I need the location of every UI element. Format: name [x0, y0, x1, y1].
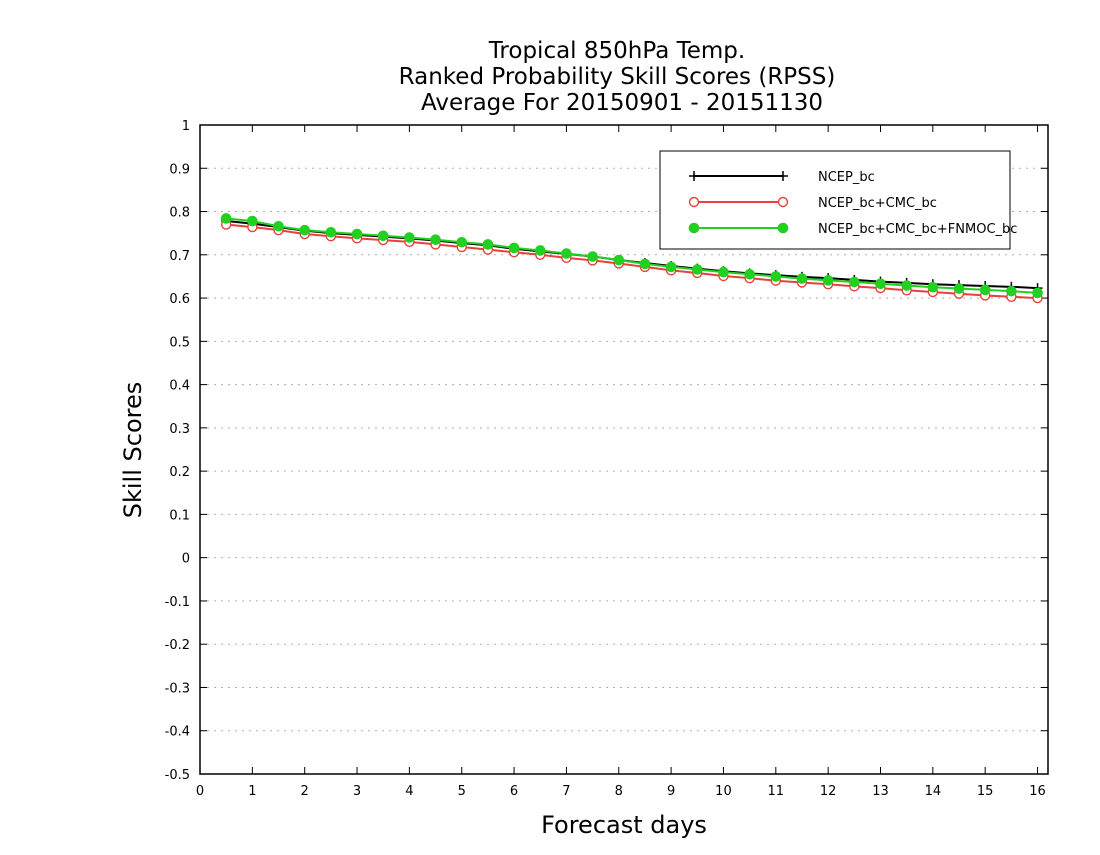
series-3-point [508, 242, 520, 254]
x-tick-label: 8 [615, 784, 623, 799]
series-3-point [482, 239, 494, 250]
series-3-point [325, 227, 337, 238]
legend-swatch-marker [688, 196, 700, 208]
y-tick-label: 0.9 [169, 162, 190, 177]
series-3-point [377, 230, 389, 242]
x-tick-label: 0 [196, 784, 204, 799]
y-tick-label: 0.1 [169, 508, 190, 523]
x-tick-label: 9 [667, 784, 675, 799]
series-3-point [744, 268, 755, 280]
series-3-point [299, 224, 310, 236]
series-3-point [534, 245, 546, 256]
x-tick-label: 5 [458, 784, 466, 799]
x-tick-label: 2 [301, 784, 309, 799]
series-3-point [796, 273, 808, 284]
chart-title-line-2: Ranked Probability Skill Scores (RPSS) [399, 64, 836, 90]
x-tick-label: 11 [768, 784, 785, 799]
y-tick-label: -0.5 [165, 768, 190, 783]
x-tick-label: 14 [925, 784, 942, 799]
series-3-point [273, 220, 284, 232]
series-3-point [587, 251, 598, 262]
series-3 [220, 213, 1043, 299]
y-tick-label: 0.8 [169, 206, 190, 221]
legend-label: NCEP_bc+CMC_bc+FNMOC_bc [818, 222, 1017, 237]
series-3-point [613, 254, 625, 266]
legend-label: NCEP_bc+CMC_bc [818, 196, 937, 211]
series-3-point [875, 278, 886, 290]
y-tick-label: 0.4 [169, 379, 190, 394]
chart-title-line-3: Average For 20150901 - 20151130 [421, 90, 823, 116]
y-tick-label: -0.4 [165, 725, 190, 740]
x-tick-label: 16 [1029, 784, 1046, 799]
series-3-point [456, 236, 468, 248]
axis-ticks: -0.5 -0.4 -0.3 -0.2 -0.1 0 0.1 0.2 0.3 0.4 0.5 0.6 0… [165, 119, 1048, 799]
y-tick-label: 0.2 [169, 465, 190, 480]
y-tick-label: 0 [182, 552, 190, 567]
y-axis-label: Skill Scores [119, 382, 147, 519]
grid-lines [200, 167, 1048, 732]
series-3-point [979, 284, 991, 296]
chart-title: Tropical 850hPa Temp. Ranked Probability… [399, 38, 836, 116]
series-3-point [247, 215, 258, 227]
legend-swatch-marker [777, 222, 789, 234]
y-tick-label: 0.3 [169, 422, 190, 437]
y-tick-label: 0.5 [169, 335, 190, 350]
series-3-point [1032, 287, 1043, 299]
legend-swatch-marker [689, 171, 699, 181]
series-3-point [953, 283, 965, 294]
x-tick-label: 1 [248, 784, 256, 799]
series-3-point [430, 234, 441, 245]
legend-swatch-marker [778, 171, 788, 181]
legend-entry-2: NCEP_bc+CMC_bc [688, 196, 937, 211]
legend-swatch-marker [777, 196, 789, 208]
x-tick-label: 4 [405, 784, 413, 799]
chart-title-line-1: Tropical 850hPa Temp. [488, 38, 745, 64]
series-3-point [691, 264, 703, 275]
legend-box [659, 150, 1011, 250]
series-3-point [1006, 285, 1017, 297]
series-lines [220, 213, 1043, 304]
x-axis-label: Forecast days [541, 811, 707, 839]
x-tick-label: 3 [353, 784, 361, 799]
x-tick-label: 10 [715, 784, 732, 799]
series-3-point [665, 261, 677, 273]
y-tick-label: 1 [182, 119, 190, 134]
series-3-point [220, 213, 232, 224]
series-3-point [822, 275, 834, 286]
legend-label: NCEP_bc [818, 170, 875, 185]
y-tick-label: 0.7 [169, 249, 190, 264]
series-3-point [404, 232, 415, 243]
y-tick-label: -0.2 [165, 638, 190, 653]
series-3-point [770, 271, 782, 282]
series-3-point [849, 276, 860, 288]
series-3-point [561, 248, 572, 259]
series-3-point [927, 281, 939, 293]
y-tick-label: -0.1 [165, 595, 190, 610]
legend: NCEP_bc NCEP_bc+CMC_bc NCEP_bc+CMC_bc+FNMO… [659, 150, 1017, 250]
legend-entry-1: NCEP_bc [689, 170, 875, 185]
plot-frame [199, 124, 1049, 775]
series-3-point [351, 228, 363, 240]
series-3-point [639, 258, 651, 270]
x-tick-label: 6 [510, 784, 518, 799]
y-tick-label: 0.6 [169, 292, 190, 307]
legend-swatch-marker [688, 222, 700, 234]
x-tick-label: 15 [977, 784, 994, 799]
x-tick-label: 12 [820, 784, 837, 799]
y-tick-label: -0.3 [165, 681, 190, 696]
series-3-point [901, 280, 912, 291]
legend-entry-3: NCEP_bc+CMC_bc+FNMOC_bc [688, 222, 1017, 237]
x-tick-label: 13 [872, 784, 889, 799]
x-tick-label: 7 [562, 784, 570, 799]
series-3-point [718, 266, 729, 278]
